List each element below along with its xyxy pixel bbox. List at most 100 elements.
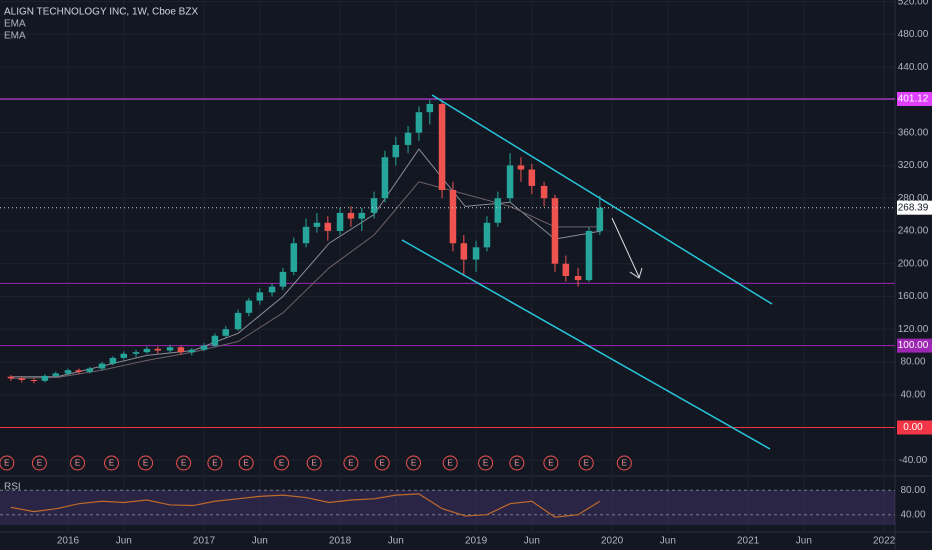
earnings-marker	[207, 455, 223, 471]
channel-bottom	[401, 239, 771, 450]
x-tick-label: Jun	[524, 536, 540, 547]
rsi-tick-label: 80.00	[900, 485, 925, 496]
earnings-marker	[31, 455, 47, 471]
earnings-marker	[104, 455, 120, 471]
candle-body	[188, 349, 196, 353]
x-tick-label: Jun	[660, 536, 676, 547]
marks	[0, 0, 895, 532]
candle-body	[245, 300, 253, 313]
x-tick-label: 2019	[465, 536, 488, 547]
x-tick-label: 2017	[193, 536, 216, 547]
x-tick-label: 2020	[601, 536, 624, 547]
candle-body	[143, 348, 151, 353]
arrow	[611, 217, 640, 278]
candle-body	[211, 335, 219, 346]
earnings-marker	[343, 455, 359, 471]
y-tick-label: 480.00	[898, 29, 929, 40]
level-badge	[897, 91, 932, 106]
x-tick-label: Jun	[388, 536, 404, 547]
candle-body	[404, 132, 412, 145]
candle-body	[279, 271, 287, 287]
earnings-marker	[543, 455, 559, 471]
earnings-label: E	[380, 459, 385, 468]
x-tick-label: Jun	[796, 536, 812, 547]
earnings-label: E	[348, 459, 353, 468]
earnings-marker	[0, 455, 15, 471]
rsi-line	[10, 493, 601, 518]
earnings-marker	[238, 455, 254, 471]
candle-body	[166, 347, 174, 351]
earnings-marker	[274, 455, 290, 471]
earnings-label: E	[411, 459, 416, 468]
legend-entry: EMA	[4, 31, 26, 42]
earnings-label: E	[75, 459, 80, 468]
level-label: 100.00	[898, 340, 929, 351]
y-tick-label: 360.00	[898, 127, 929, 138]
candle-body	[86, 368, 94, 372]
candle-body	[596, 207, 604, 231]
candle-body	[120, 353, 128, 358]
candle-body	[41, 375, 49, 381]
earnings-marker	[70, 455, 86, 471]
candle-body	[75, 370, 83, 372]
earnings-marker	[138, 455, 154, 471]
earnings-label: E	[212, 459, 217, 468]
x-tick-label: 2016	[57, 536, 80, 547]
candle-body	[585, 230, 593, 281]
candle-body	[324, 222, 332, 231]
candle-body	[381, 157, 389, 199]
y-tick-label: 520.00	[898, 0, 929, 7]
level-badge	[897, 420, 932, 435]
ema-line	[10, 181, 602, 379]
candle-body	[494, 198, 502, 223]
candle-body	[222, 329, 230, 336]
earnings-label: E	[548, 459, 553, 468]
earnings-label: E	[37, 459, 42, 468]
candle-body	[358, 212, 366, 219]
candle-body	[370, 198, 378, 213]
candle-body	[415, 112, 423, 133]
candle-body	[313, 222, 321, 227]
candle-body	[483, 222, 491, 248]
x-tick-label: 2021	[737, 536, 760, 547]
y-tick-label: 120.00	[898, 324, 929, 335]
candle-body	[256, 292, 264, 301]
candle-body	[472, 247, 480, 260]
earnings-label: E	[312, 459, 317, 468]
x-tick-label: 2018	[329, 536, 352, 547]
earnings-label: E	[514, 459, 519, 468]
y-tick-label: 200.00	[898, 258, 929, 269]
candle-body	[177, 347, 185, 353]
y-tick-label: 80.00	[900, 357, 925, 368]
y-tick-label: 280.00	[898, 193, 929, 204]
earnings-label: E	[483, 459, 488, 468]
earnings-label: E	[448, 459, 453, 468]
candle-body	[449, 190, 457, 244]
y-tick-label: 160.00	[898, 291, 929, 302]
candle-body	[438, 104, 446, 190]
candle-body	[98, 363, 106, 369]
earnings-marker	[374, 455, 390, 471]
y-tick-label: 320.00	[898, 160, 929, 171]
candle-body	[234, 312, 242, 330]
level-label: 0.00	[903, 422, 923, 433]
candle-body	[64, 370, 72, 374]
legend-entry: EMA	[4, 19, 26, 30]
earnings-label: E	[279, 459, 284, 468]
earnings-marker	[405, 455, 421, 471]
earnings-marker	[616, 455, 632, 471]
earnings-label: E	[109, 459, 114, 468]
candle-body	[7, 376, 15, 379]
candle-body	[460, 243, 468, 260]
rsi-tick-label: 40.00	[900, 509, 925, 520]
candle-body	[18, 378, 26, 380]
rsi-band	[0, 490, 895, 525]
candle-body	[154, 348, 162, 351]
candle-body	[426, 104, 434, 113]
candle-body	[109, 357, 117, 364]
candle-body	[30, 380, 38, 381]
last-price-label: 268.39	[898, 202, 929, 213]
channel-top	[431, 94, 773, 305]
